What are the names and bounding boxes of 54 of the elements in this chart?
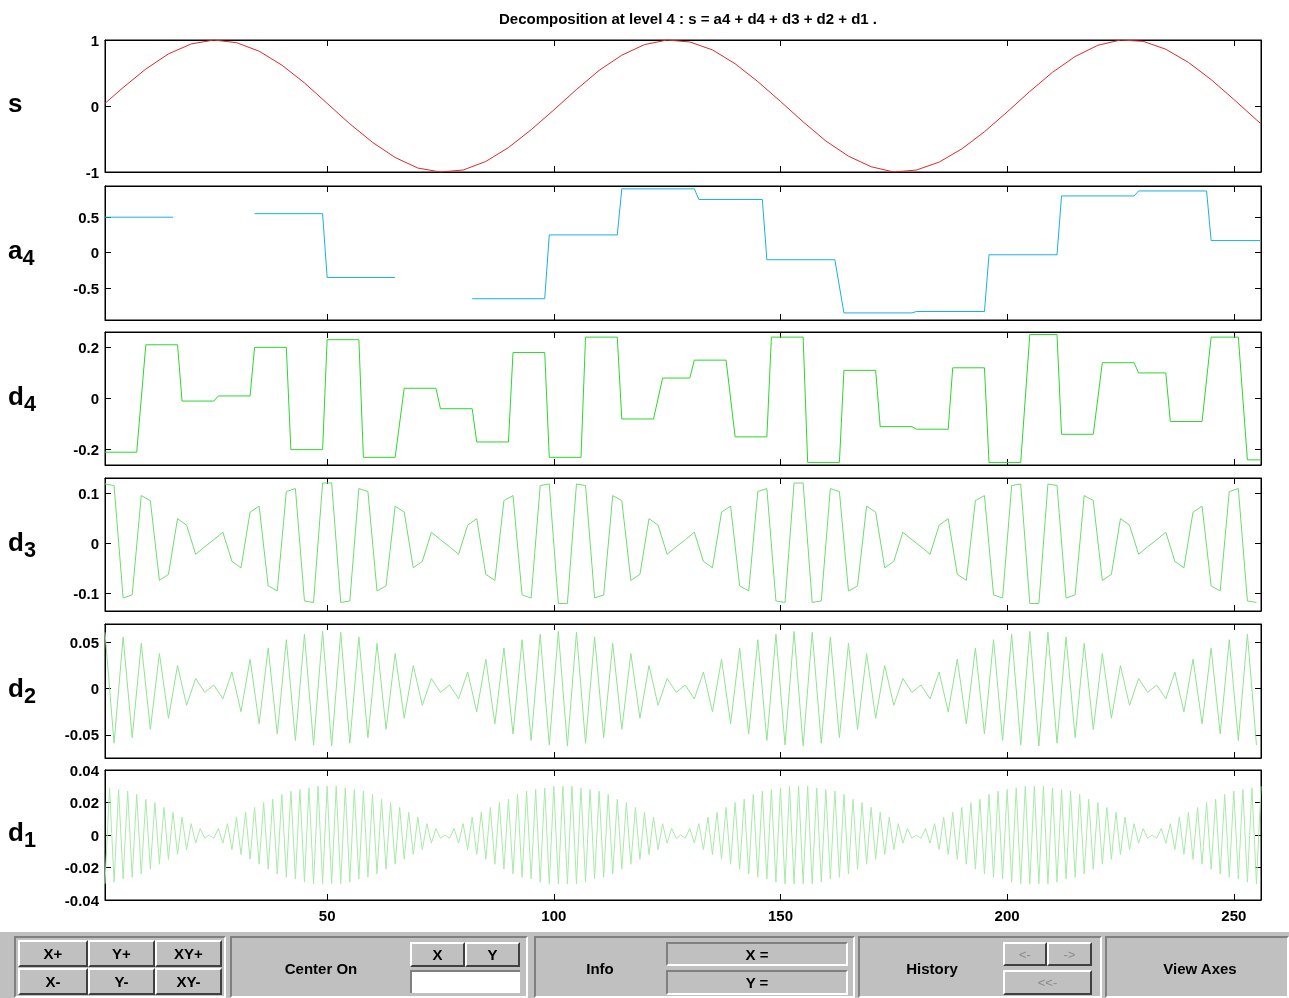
line-series [104, 785, 1262, 885]
text: History [905, 958, 959, 979]
y-tick-label: -0.04 [64, 891, 100, 909]
y-tick-label: 0.04 [69, 761, 100, 779]
y-tick-label: 0.2 [78, 338, 99, 356]
y-axis-title: d$_{3}$ [8, 526, 36, 564]
text: View Axes [1162, 958, 1238, 979]
y-axis-title: d$_{1}$ [8, 817, 36, 855]
x-tick-label: 100 [541, 907, 567, 924]
y-tick-label: -0.5 [73, 279, 99, 297]
y-axis-title: a$_{4}$ [8, 235, 35, 273]
y-axis-title: d$_{2}$ [8, 673, 36, 711]
text: <<- [1003, 970, 1092, 995]
y-tick-label: 0.1 [78, 484, 99, 502]
y-tick-label: -1 [85, 163, 99, 181]
x-tick-label: 150 [767, 907, 793, 924]
y-axis-title: d$_{4}$ [8, 380, 36, 418]
text: Y = [666, 970, 848, 995]
line-series [104, 482, 1257, 604]
text: X+ [18, 940, 88, 967]
y-tick-label: 1 [90, 31, 99, 49]
text: X = [666, 942, 848, 966]
y-tick-label: -0.02 [64, 859, 99, 876]
y-tick-label: 0.5 [78, 208, 99, 226]
text: XY- [155, 968, 222, 995]
y-axis-title: s [8, 88, 23, 118]
y-tick-label: 0 [90, 97, 99, 115]
text: X [410, 942, 465, 967]
text: Info [585, 958, 615, 979]
y-tick-label: -0.1 [73, 584, 99, 602]
text: Center On [283, 958, 359, 979]
y-tick-label: 0 [90, 534, 99, 552]
y-tick-label: -0.05 [64, 726, 99, 744]
y-tick-label: 0 [90, 680, 99, 698]
x-tick-label: 50 [318, 907, 336, 924]
text: Y- [88, 968, 155, 995]
y-tick-label: -0.2 [73, 441, 99, 459]
y-tick-label: 0 [90, 390, 99, 407]
text: Y+ [88, 940, 155, 967]
line-series [104, 39, 1262, 173]
y-tick-label: 0 [90, 826, 99, 844]
y-tick-label: 0 [90, 244, 99, 262]
x-tick-label: 250 [1221, 907, 1247, 924]
x-tick-label: 200 [994, 907, 1020, 924]
text: -> [1047, 942, 1092, 966]
text: Y [465, 942, 520, 967]
y-tick-label: 0.02 [69, 794, 99, 811]
chart-title: Decomposition at level 4 : s = a4 + d4 + d3 + d2 + d1 . [498, 10, 878, 27]
text: <- [1003, 942, 1047, 966]
y-tick-label: 0.05 [69, 633, 99, 651]
line-series [104, 334, 1262, 463]
text: X- [18, 968, 88, 995]
text: XY+ [155, 940, 222, 967]
line-series [104, 630, 1257, 747]
